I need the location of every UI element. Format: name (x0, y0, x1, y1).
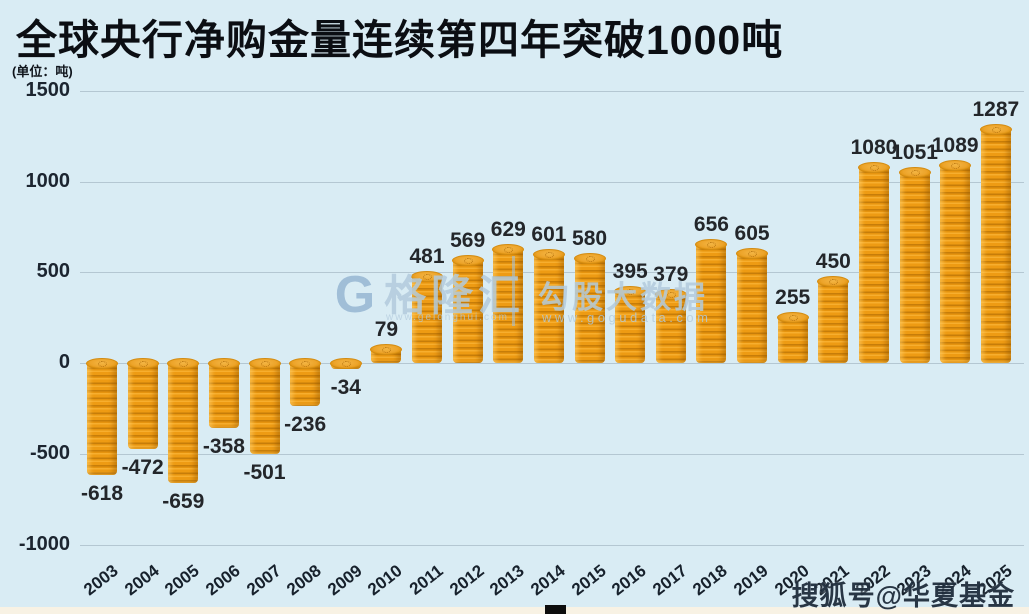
coin-top-face (492, 243, 525, 255)
bar-2021 (817, 276, 850, 363)
y-axis-tick-500: 500 (36, 260, 70, 283)
bar-2013 (492, 243, 525, 363)
bar-2006 (207, 358, 240, 428)
y-axis-tick-1500: 1500 (25, 78, 71, 101)
gridline-1500 (80, 90, 1024, 92)
chart-title: 全球央行净购金量连续第四年突破1000吨 (16, 17, 784, 63)
bar-value-label-2010: 79 (374, 317, 399, 341)
bar-value-label-2008: -236 (284, 412, 327, 436)
coin-top-face (573, 252, 606, 264)
bar-2024 (939, 160, 972, 363)
bar-value-label-2019: 605 (734, 222, 770, 246)
gridline--500 (80, 453, 1024, 455)
coin-top-face (736, 248, 769, 260)
unit-label: (单位：吨) (12, 64, 73, 79)
coin-top-face (370, 343, 403, 355)
coin-top-face (817, 276, 850, 288)
coin-top-face (329, 358, 362, 369)
y-axis-tick--1000: -1000 (18, 532, 70, 555)
y-axis-tick--500: -500 (29, 441, 70, 464)
bar-value-label-2004: -472 (121, 455, 164, 479)
bar-value-label-2024: 1089 (931, 134, 979, 158)
bar-value-label-2021: 450 (815, 250, 851, 274)
coin-top-face (126, 358, 159, 369)
coin-top-face (451, 254, 484, 266)
bar-2023 (898, 167, 931, 363)
y-axis-tick-1000: 1000 (25, 169, 71, 192)
gridline-1000 (80, 181, 1024, 183)
coin-top-face (614, 286, 647, 298)
bar-value-label-2011: 481 (409, 244, 445, 268)
sohu-account-watermark: 搜狐号@华夏基金 (791, 581, 1015, 611)
coin-top-face (411, 270, 444, 282)
bottom-black-mark (545, 605, 566, 614)
bar-value-label-2013: 629 (490, 217, 526, 241)
bar-value-label-2007: -501 (243, 460, 286, 484)
coin-top-face (898, 167, 931, 179)
bar-2022 (857, 161, 890, 363)
bar-2018 (695, 238, 728, 363)
bar-value-label-2016: 395 (612, 260, 648, 284)
bottom-strip (0, 607, 1029, 614)
coin-top-face (289, 358, 322, 369)
bar-2009 (329, 358, 362, 370)
bar-value-label-2009: -34 (330, 376, 361, 400)
gridline--1000 (80, 544, 1024, 546)
bar-value-label-2005: -659 (162, 489, 205, 513)
coin-top-face (857, 161, 890, 173)
bar-2005 (167, 358, 200, 483)
coin-top-face (776, 311, 809, 323)
coin-top-face (695, 238, 728, 250)
y-axis-tick-0: 0 (58, 351, 70, 373)
coin-top-face (979, 124, 1012, 136)
bar-2008 (289, 358, 322, 406)
bar-2016 (614, 286, 647, 363)
bar-value-label-2023: 1051 (891, 141, 938, 165)
bar-2012 (451, 254, 484, 363)
coin-top-face (654, 289, 687, 301)
bar-2020 (776, 311, 809, 363)
bar-value-label-2022: 1080 (850, 135, 898, 159)
bar-2004 (126, 358, 159, 449)
coin-top-face (207, 358, 240, 369)
bar-2007 (248, 358, 281, 454)
bar-value-label-2025: 1287 (972, 98, 1020, 122)
bar-2017 (654, 289, 687, 363)
coin-top-face (167, 358, 200, 369)
bar-2019 (736, 248, 769, 363)
bar-value-label-2003: -618 (80, 482, 124, 506)
bar-2011 (411, 270, 444, 363)
bar-value-label-2018: 656 (693, 212, 729, 236)
bar-2010 (370, 343, 403, 363)
gridline-0 (80, 363, 1024, 364)
bar-value-label-2012: 569 (450, 228, 486, 252)
bar-value-label-2014: 601 (531, 222, 567, 246)
bar-value-label-2017: 379 (653, 263, 689, 287)
bar-2003 (86, 358, 118, 476)
coin-top-face (532, 248, 565, 260)
bar-value-label-2015: 580 (572, 226, 608, 250)
coin-top-face (939, 160, 972, 172)
bar-2025 (979, 124, 1012, 363)
coin-top-face (86, 358, 118, 369)
coin-top-face (248, 358, 281, 369)
bar-value-label-2020: 255 (775, 285, 811, 309)
bar-2014 (532, 248, 565, 363)
bar-value-label-2006: -358 (202, 434, 245, 458)
bar-2015 (573, 252, 606, 363)
